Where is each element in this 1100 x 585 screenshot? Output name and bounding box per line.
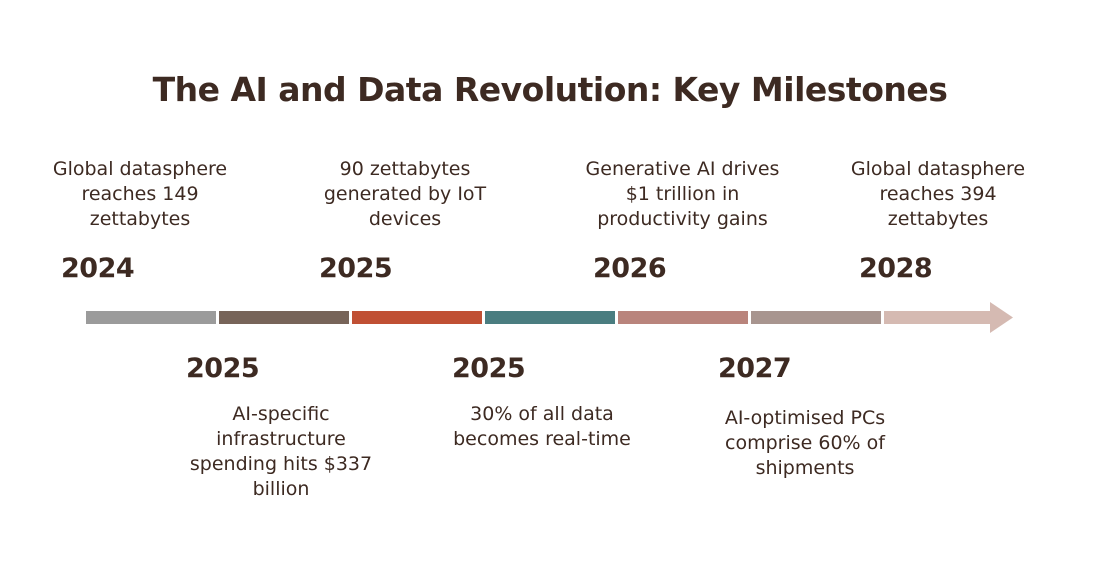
milestone-below-1-year: 2025	[186, 353, 260, 384]
milestone-above-3-year: 2026	[593, 253, 667, 284]
milestone-above-2-year: 2025	[319, 253, 393, 284]
timeline-segment-6	[751, 311, 881, 324]
milestone-below-3-text: AI-optimised PCs comprise 60% of shipmen…	[724, 407, 886, 479]
diagram-title: The AI and Data Revolution: Key Mileston…	[152, 70, 948, 109]
milestone-above-4-text: Global datasphere reaches 394 zettabytes	[850, 158, 1026, 230]
timeline-segment-7	[884, 311, 992, 324]
milestone-below-2-text: 30% of all data becomes real-time	[453, 403, 631, 450]
timeline-segment-2	[219, 311, 349, 324]
timeline-segment-3	[352, 311, 482, 324]
milestone-above-1-text: Global datasphere reaches 149 zettabytes	[52, 158, 228, 230]
milestone-below-2-year: 2025	[452, 353, 526, 384]
milestone-above-4-year: 2028	[859, 253, 933, 284]
milestone-above-2-text: 90 zettabytes generated by IoT devices	[323, 158, 487, 230]
timeline-arrow-icon	[990, 302, 1013, 333]
timeline-segment-1	[86, 311, 216, 324]
timeline-segment-4	[485, 311, 615, 324]
timeline-segment-5	[618, 311, 748, 324]
milestone-below-3-year: 2027	[718, 353, 792, 384]
milestone-above-3-text: Generative AI drives $1 trillion in prod…	[585, 158, 780, 230]
milestone-above-1-year: 2024	[61, 253, 135, 284]
milestone-below-1-text: AI-specific infrastructure spending hits…	[189, 403, 373, 500]
